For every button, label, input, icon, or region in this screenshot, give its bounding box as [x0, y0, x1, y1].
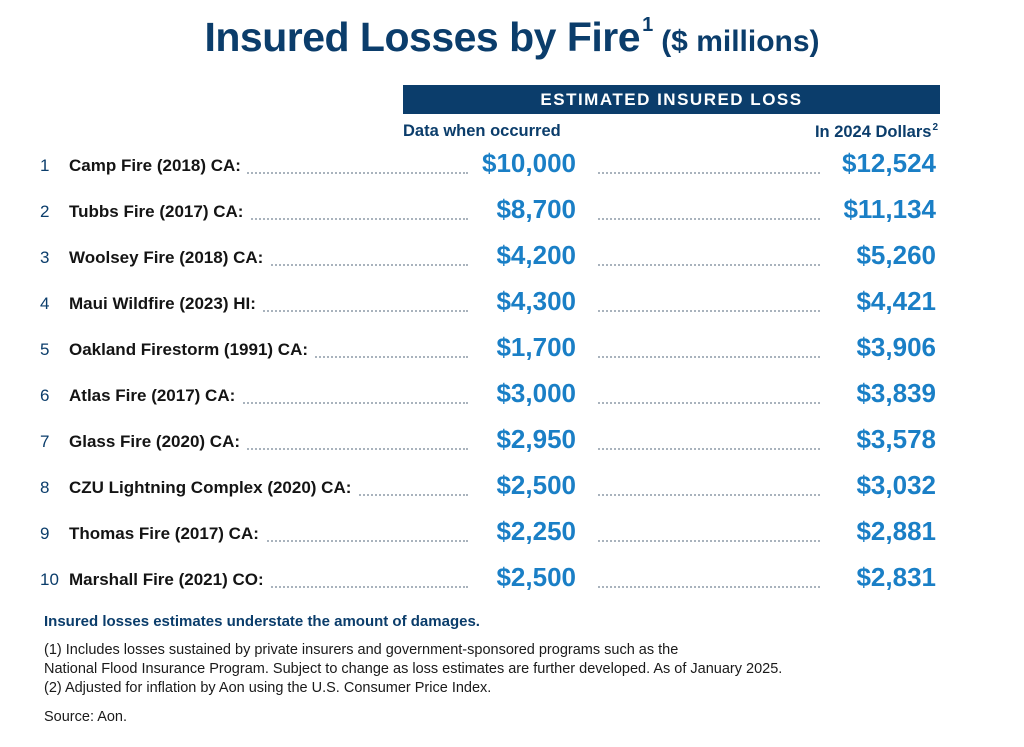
value-occurred: $1,700	[496, 332, 576, 362]
leader-dots-2024	[598, 172, 820, 174]
leader-dots-occurred	[160, 402, 468, 404]
title-footnote-mark: 1	[642, 14, 654, 36]
value-occurred: $4,200	[496, 240, 576, 270]
value-2024: $2,831	[856, 562, 936, 592]
rank-number: 7	[40, 432, 50, 451]
leader-dots-occurred	[160, 540, 468, 542]
table-row: 9 Thomas Fire (2017) CA: $2,250 $2,881	[0, 516, 1024, 556]
rank-number: 4	[40, 294, 50, 313]
fire-name: Tubbs Fire (2017) CA:	[69, 202, 250, 222]
value-occurred: $2,500	[496, 562, 576, 592]
title-unit: ($ millions)	[661, 25, 820, 58]
rank-number: 10	[40, 570, 59, 589]
fire-name: Maui Wildfire (2023) HI:	[69, 294, 262, 314]
value-2024: $11,134	[843, 194, 936, 224]
rank-number: 1	[40, 156, 50, 175]
leader-dots-2024	[598, 494, 820, 496]
footnote-2: (2) Adjusted for inflation by Aon using …	[44, 680, 492, 696]
footnote-1-line-1: (1) Includes losses sustained by private…	[44, 642, 679, 658]
column-header-occurred-label: Data when occurred	[403, 122, 561, 140]
footnote-1-line-2: National Flood Insurance Program. Subjec…	[44, 661, 783, 677]
leader-dots-occurred	[160, 172, 468, 174]
value-occurred: $2,950	[496, 424, 576, 454]
table-row: 5 Oakland Firestorm (1991) CA: $1,700 $3,90…	[0, 332, 1024, 372]
leader-dots-occurred	[160, 586, 468, 588]
value-2024: $12,524	[842, 148, 936, 178]
value-2024: $2,881	[856, 516, 936, 546]
column-header-2024-footnote-mark: 2	[932, 122, 938, 133]
fire-name: Oakland Firestorm (1991) CA:	[69, 340, 315, 360]
source-note: Source: Aon.	[44, 709, 128, 725]
table-row: 8 CZU Lightning Complex (2020) CA: $2,500 $…	[0, 470, 1024, 510]
leader-dots-occurred	[160, 448, 468, 450]
rank-number: 8	[40, 478, 50, 497]
leader-dots-2024	[598, 310, 820, 312]
rank-number: 9	[40, 524, 50, 543]
fire-name: Glass Fire (2020) CA:	[69, 432, 247, 452]
leader-dots-occurred	[160, 264, 468, 266]
value-2024: $3,839	[856, 378, 936, 408]
table-row: 10 Marshall Fire (2021) CO: $2,500 $2,831	[0, 562, 1024, 602]
fire-name: Woolsey Fire (2018) CA:	[69, 248, 270, 268]
table-row: 7 Glass Fire (2020) CA: $2,950 $3,578	[0, 424, 1024, 464]
value-2024: $3,032	[856, 470, 936, 500]
rank-number: 3	[40, 248, 50, 267]
fire-name: CZU Lightning Complex (2020) CA:	[69, 478, 358, 498]
column-header-occurred: Data when occurred	[403, 122, 561, 141]
value-occurred: $8,700	[496, 194, 576, 224]
estimated-loss-band: ESTIMATED INSURED LOSS	[403, 85, 940, 114]
leader-dots-2024	[598, 218, 820, 220]
fire-name: Atlas Fire (2017) CA:	[69, 386, 242, 406]
value-2024: $4,421	[856, 286, 936, 316]
leader-dots-2024	[598, 540, 820, 542]
leader-dots-2024	[598, 356, 820, 358]
column-header-2024-label: In 2024 Dollars	[814, 123, 932, 141]
table-row: 6 Atlas Fire (2017) CA: $3,000 $3,839	[0, 378, 1024, 418]
table-row: 4 Maui Wildfire (2023) HI: $4,300 $4,421	[0, 286, 1024, 326]
title-main: Insured Losses by Fire	[204, 14, 641, 60]
value-occurred: $3,000	[496, 378, 576, 408]
value-occurred: $4,300	[496, 286, 576, 316]
leader-dots-2024	[598, 586, 820, 588]
leader-dots-2024	[598, 402, 820, 404]
value-2024: $3,578	[856, 424, 936, 454]
value-occurred: $2,250	[496, 516, 576, 546]
rank-number: 6	[40, 386, 50, 405]
table-row: 1 Camp Fire (2018) CA: $10,000 $12,524	[0, 148, 1024, 188]
value-2024: $3,906	[856, 332, 936, 362]
fire-name: Marshall Fire (2021) CO:	[69, 570, 270, 590]
column-header-2024: In 2024 Dollars2	[815, 122, 938, 142]
value-occurred: $10,000	[482, 148, 576, 178]
rank-number: 2	[40, 202, 50, 221]
fire-name: Thomas Fire (2017) CA:	[69, 524, 265, 544]
understate-note: Insured losses estimates understate the …	[44, 613, 480, 630]
rank-number: 5	[40, 340, 50, 359]
value-2024: $5,260	[856, 240, 936, 270]
leader-dots-2024	[598, 264, 820, 266]
leader-dots-occurred	[160, 310, 468, 312]
chart-title: Insured Losses by Fire 1 ($ millions)	[0, 14, 1024, 61]
table-row: 2 Tubbs Fire (2017) CA: $8,700 $11,134	[0, 194, 1024, 234]
fire-name: Camp Fire (2018) CA:	[69, 156, 247, 176]
table-row: 3 Woolsey Fire (2018) CA: $4,200 $5,260	[0, 240, 1024, 280]
leader-dots-2024	[598, 448, 820, 450]
value-occurred: $2,500	[496, 470, 576, 500]
leader-dots-occurred	[160, 218, 468, 220]
